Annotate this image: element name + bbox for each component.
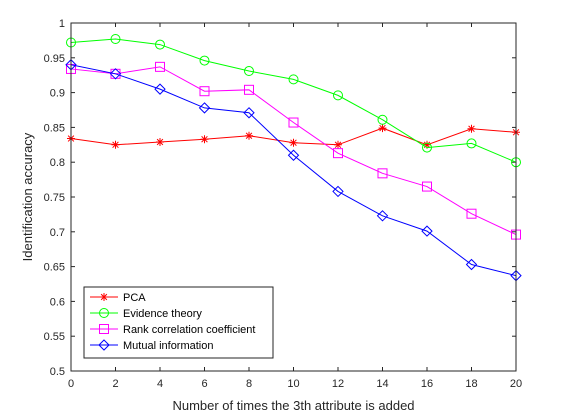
y-tick-label: 1 <box>59 18 65 30</box>
data-point-square <box>377 168 388 179</box>
data-point-diamond <box>376 210 389 222</box>
legend-label: PCA <box>123 292 146 304</box>
data-point-diamond <box>109 68 122 80</box>
x-tick-label: 20 <box>510 378 522 390</box>
x-tick-label: 0 <box>68 378 74 390</box>
data-point-circle <box>110 34 121 45</box>
data-point-star <box>289 138 298 147</box>
data-point-circle <box>377 114 388 125</box>
y-tick-label: 0.75 <box>44 192 65 204</box>
data-point-square <box>288 117 299 128</box>
x-tick-label: 8 <box>246 378 252 390</box>
legend-entry: Evidence theory <box>90 308 202 320</box>
x-tick-label: 14 <box>376 378 388 390</box>
series-line <box>70 66 517 236</box>
x-tick-label: 6 <box>201 378 207 390</box>
data-point-circle <box>422 142 432 153</box>
y-tick-label: 0.95 <box>44 53 65 65</box>
legend-label: Evidence theory <box>123 308 202 320</box>
x-tick-label: 4 <box>157 378 163 390</box>
data-point-circle <box>244 66 254 77</box>
data-point-circle <box>288 74 299 85</box>
y-axis-label: Identification accuracy <box>20 132 35 261</box>
data-point-circle <box>155 39 165 50</box>
series-evidence-theory <box>66 34 521 168</box>
data-point-square <box>333 148 343 159</box>
data-point-circle <box>333 90 343 101</box>
data-point-diamond <box>243 107 255 119</box>
data-point-circle <box>199 55 210 66</box>
y-tick-label: 0.9 <box>50 88 65 100</box>
legend: PCA Evidence theory Rank correlation coeff… <box>83 286 274 359</box>
x-tick-label: 10 <box>287 378 299 390</box>
x-axis-label: Number of times the 3th attribute is add… <box>172 398 414 413</box>
data-point-star <box>200 135 209 144</box>
x-tick-label: 2 <box>112 378 118 390</box>
legend-label: Rank correlation coefficient <box>123 324 255 336</box>
legend-marker-star <box>100 293 108 301</box>
legend-marker-circle <box>99 308 109 318</box>
legend-marker-diamond <box>98 339 110 351</box>
plot-frame <box>70 22 517 372</box>
y-tick-label: 0.55 <box>44 331 65 343</box>
series-pca <box>67 124 520 149</box>
data-point-star <box>423 140 431 149</box>
x-tick-label: 16 <box>421 378 433 390</box>
data-point-square <box>466 208 477 219</box>
x-tick-label: 12 <box>332 378 344 390</box>
data-point-diamond <box>154 83 166 95</box>
legend-marker-square <box>99 324 109 334</box>
data-point-diamond <box>287 149 300 161</box>
data-point-square <box>422 181 432 192</box>
series-line <box>70 64 517 277</box>
data-point-diamond <box>332 185 344 198</box>
data-point-square <box>199 86 210 97</box>
data-point-diamond <box>421 225 433 237</box>
legend-entry: PCA <box>90 292 146 304</box>
series-line <box>70 38 517 163</box>
legend-box <box>83 286 274 359</box>
data-point-diamond <box>465 258 478 271</box>
legend-entry: Mutual information <box>90 339 214 352</box>
data-point-star <box>467 124 476 133</box>
data-point-star <box>245 131 253 140</box>
legend-entry: Rank correlation coefficient <box>90 324 255 336</box>
data-point-diamond <box>198 102 211 114</box>
y-tick-label: 0.85 <box>44 122 65 134</box>
y-tick-label: 0.65 <box>44 262 65 274</box>
data-point-star <box>156 138 164 147</box>
y-tick-label: 0.7 <box>50 227 65 239</box>
data-point-square <box>155 61 165 72</box>
data-point-star <box>334 140 342 149</box>
data-point-square <box>244 84 254 95</box>
y-tick-label: 0.5 <box>50 366 65 378</box>
data-point-star <box>111 140 120 149</box>
data-point-circle <box>466 138 477 149</box>
x-tick-label: 18 <box>465 378 477 390</box>
data-point-star <box>378 124 387 133</box>
legend-label: Mutual information <box>123 340 214 352</box>
y-tick-label: 0.8 <box>50 157 65 169</box>
y-tick-label: 0.6 <box>50 296 65 308</box>
